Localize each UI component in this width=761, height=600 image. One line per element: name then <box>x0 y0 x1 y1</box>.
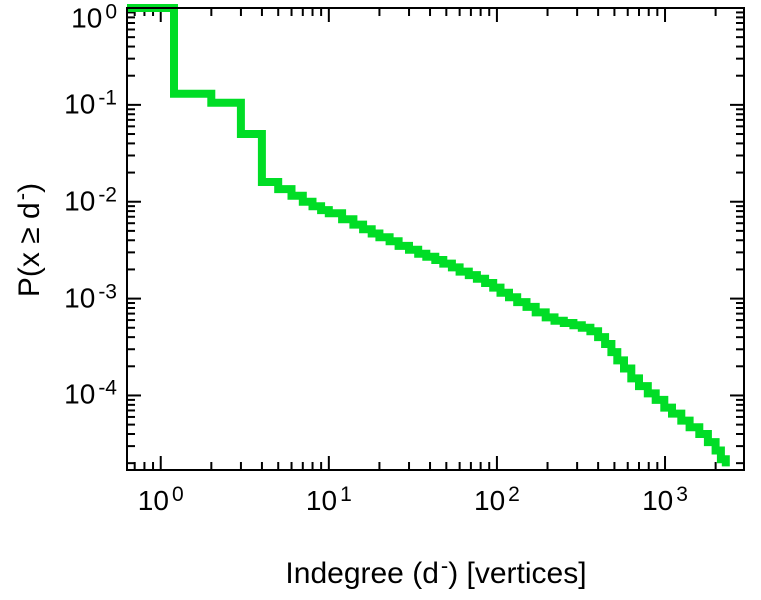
x-tick-label: 10 0 <box>137 483 184 516</box>
x-axis-title-text: Indegree (d <box>285 557 439 590</box>
y-tick-label: 10 -4 <box>64 377 117 411</box>
x-tick-label: 10 3 <box>642 483 688 516</box>
y-axis-title-suffix: ) <box>13 182 46 193</box>
y-tick-label: 10 -1 <box>64 86 117 120</box>
ccdf-step-line <box>127 4 730 467</box>
x-axis-title-superscript: - <box>440 553 449 578</box>
y-axis-title: P(x ≥ d-) <box>9 182 47 298</box>
y-tick-label: 10 0 <box>71 0 117 34</box>
y-tick-label: 10 -2 <box>64 183 117 217</box>
y-tick-label: 10 -3 <box>64 280 117 314</box>
y-axis-title-superscript: - <box>9 192 34 201</box>
plot-border <box>126 7 745 471</box>
y-axis-title-text: P(x ≥ d <box>13 202 46 298</box>
x-tick-label: 10 1 <box>305 483 352 516</box>
x-axis-title: Indegree (d-) [vertices] <box>285 555 587 591</box>
x-tick-label: 10 2 <box>474 483 520 516</box>
x-axis-title-suffix: ) [vertices] <box>448 557 587 590</box>
